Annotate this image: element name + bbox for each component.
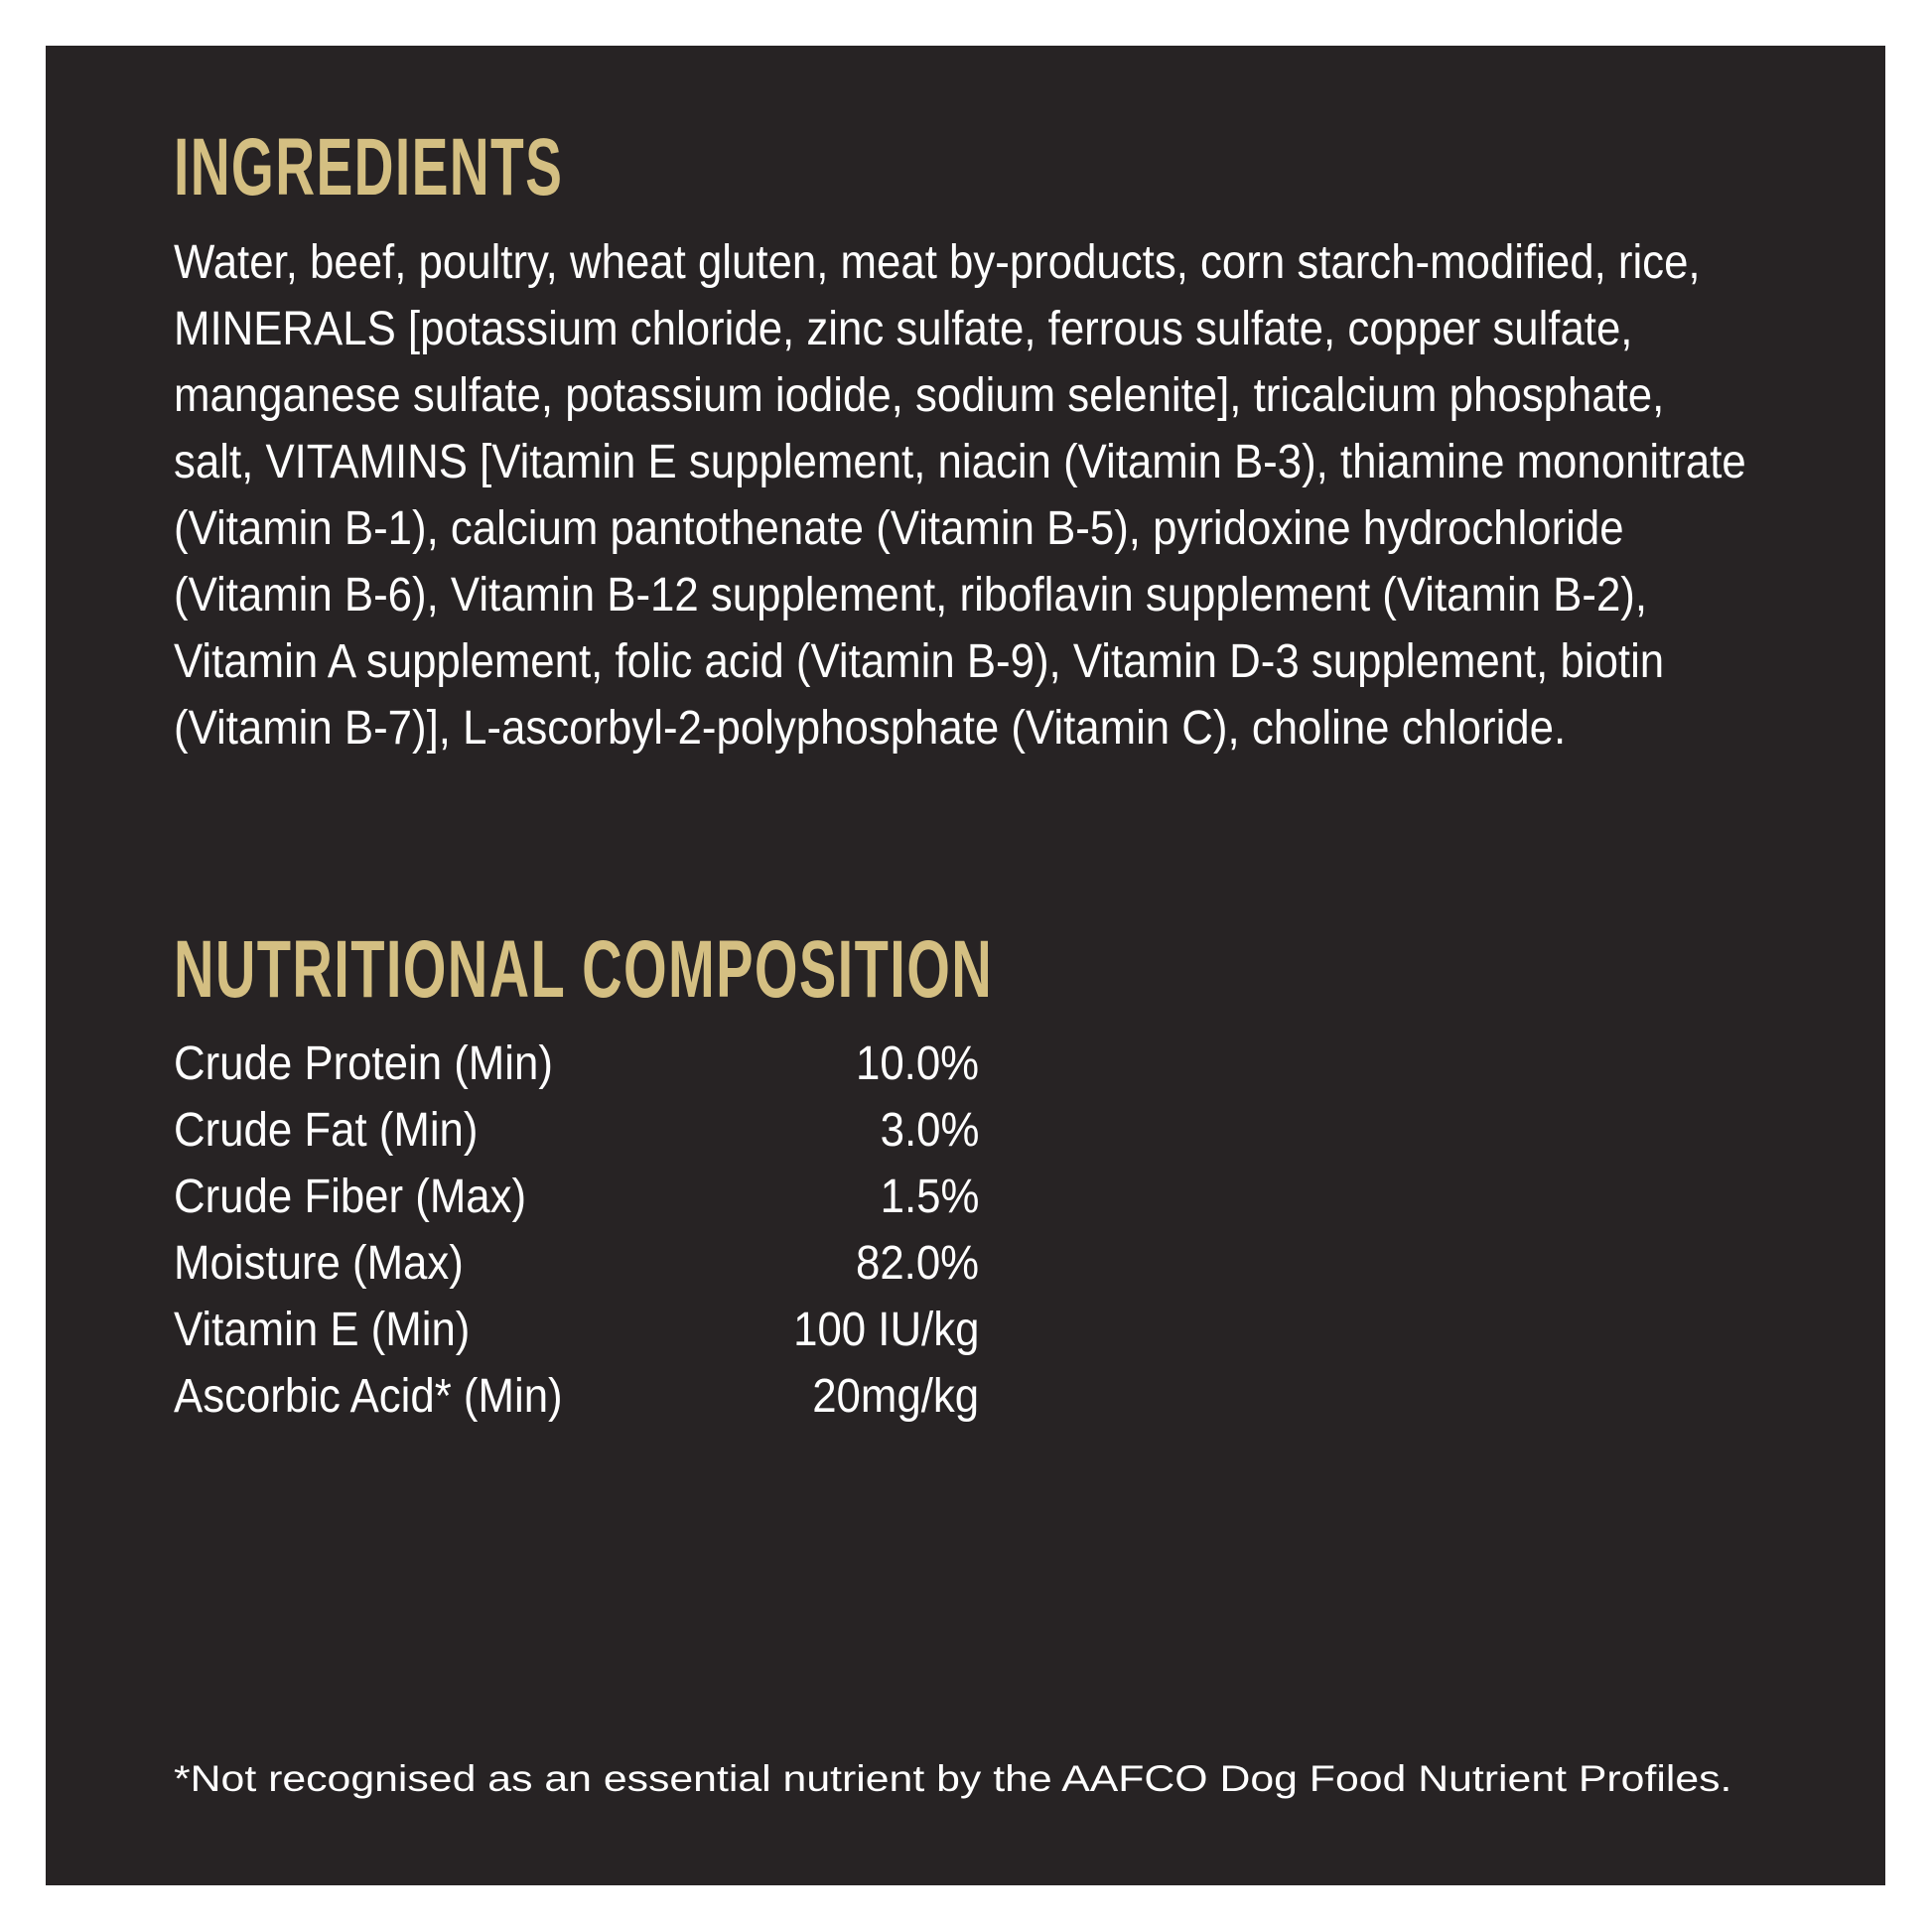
ingredients-line: (Vitamin B-7)], L-ascorbyl-2-polyphospha…: [174, 702, 1567, 755]
nutrient-label: Crude Fat (Min): [174, 1104, 479, 1157]
nutrient-value: 10.0%: [855, 1037, 979, 1090]
ingredients-line: (Vitamin B-1), calcium pantothenate (Vit…: [174, 502, 1624, 555]
nutrient-label: Crude Protein (Min): [174, 1037, 553, 1090]
label-panel: [46, 46, 1885, 1885]
ingredients-line: salt, VITAMINS [Vitamin E supplement, ni…: [174, 436, 1746, 488]
nutritional-composition-heading: NUTRITIONAL COMPOSITION: [174, 924, 994, 1015]
nutrient-value: 1.5%: [880, 1171, 979, 1223]
nutrient-value: 20mg/kg: [812, 1370, 979, 1423]
ingredients-heading: INGREDIENTS: [174, 122, 564, 212]
nutrient-label: Vitamin E (Min): [174, 1304, 471, 1356]
nutrient-value: 3.0%: [880, 1104, 979, 1157]
nutrient-label: Crude Fiber (Max): [174, 1171, 527, 1223]
ingredients-line: Water, beef, poultry, wheat gluten, meat…: [174, 236, 1701, 289]
nutrient-value: 82.0%: [855, 1237, 979, 1290]
footnote: *Not recognised as an essential nutrient…: [174, 1758, 1732, 1799]
nutrient-label: Ascorbic Acid* (Min): [174, 1370, 563, 1423]
ingredients-line: Vitamin A supplement, folic acid (Vitami…: [174, 635, 1665, 688]
nutrient-value: 100 IU/kg: [792, 1304, 979, 1356]
ingredients-line: MINERALS [potassium chloride, zinc sulfa…: [174, 303, 1633, 355]
nutrient-label: Moisture (Max): [174, 1237, 464, 1290]
ingredients-line: manganese sulfate, potassium iodide, sod…: [174, 369, 1665, 422]
ingredients-line: (Vitamin B-6), Vitamin B-12 supplement, …: [174, 569, 1648, 621]
